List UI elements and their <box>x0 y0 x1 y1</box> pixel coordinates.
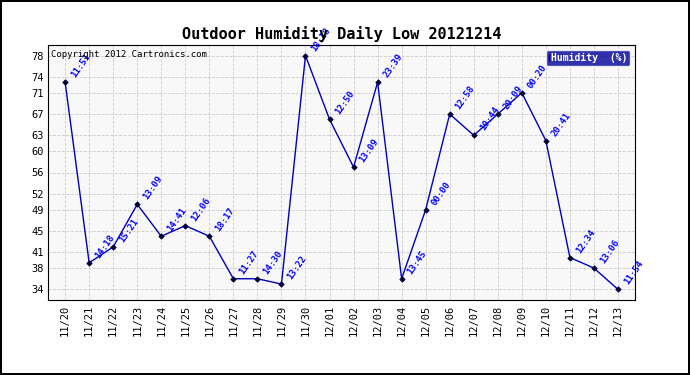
Text: 12:58: 12:58 <box>454 84 477 111</box>
Text: 00:20: 00:20 <box>526 63 549 90</box>
Text: 12:06: 12:06 <box>190 196 213 223</box>
Text: 13:06: 13:06 <box>598 238 621 266</box>
Text: 13:09: 13:09 <box>357 137 380 164</box>
Text: Copyright 2012 Cartronics.com: Copyright 2012 Cartronics.com <box>51 50 207 59</box>
Text: 23:39: 23:39 <box>382 52 404 80</box>
Text: 12:34: 12:34 <box>574 228 597 255</box>
Text: 15:21: 15:21 <box>117 217 140 244</box>
Text: 18:18: 18:18 <box>310 26 333 53</box>
Text: 14:18: 14:18 <box>93 233 116 260</box>
Text: 14:30: 14:30 <box>262 249 284 276</box>
Text: 12:50: 12:50 <box>334 89 357 117</box>
Title: Outdoor Humidity Daily Low 20121214: Outdoor Humidity Daily Low 20121214 <box>182 27 501 42</box>
Text: 11:27: 11:27 <box>237 249 260 276</box>
Text: 13:09: 13:09 <box>141 174 164 202</box>
Legend: Humidity  (%): Humidity (%) <box>546 50 630 66</box>
Text: 14:41: 14:41 <box>166 206 188 234</box>
Text: 20:41: 20:41 <box>550 111 573 138</box>
Text: 13:45: 13:45 <box>406 249 428 276</box>
Text: 13:22: 13:22 <box>286 254 308 281</box>
Text: 11:51: 11:51 <box>69 52 92 80</box>
Text: 11:54: 11:54 <box>622 260 645 286</box>
Text: 10:44: 10:44 <box>478 105 501 132</box>
Text: 18:17: 18:17 <box>213 206 236 234</box>
Text: 20:09: 20:09 <box>502 84 524 111</box>
Text: 00:00: 00:00 <box>430 180 453 207</box>
